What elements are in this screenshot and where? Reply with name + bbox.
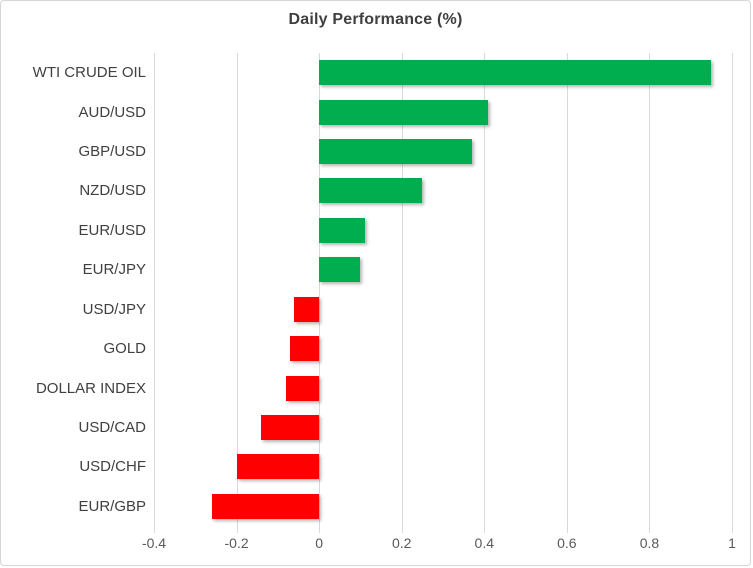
category-label-wti-crude-oil: WTI CRUDE OIL bbox=[32, 64, 146, 82]
gridline-0.6 bbox=[566, 53, 568, 526]
x-tick-label-0.4: 0.4 bbox=[474, 535, 495, 551]
category-label-nzd-usd: NZD/USD bbox=[79, 182, 146, 200]
category-label-gbp-usd: GBP/USD bbox=[78, 143, 146, 161]
bar-nzd-usd bbox=[319, 178, 423, 204]
bar-eur-usd bbox=[319, 217, 365, 243]
x-tick-label-1: 1 bbox=[728, 535, 736, 551]
chart-title: Daily Performance (%) bbox=[288, 11, 463, 28]
category-label-dollar-index: DOLLAR INDEX bbox=[35, 379, 146, 397]
bar-wti-crude-oil bbox=[319, 60, 712, 86]
category-label-eur-usd: EUR/USD bbox=[78, 221, 146, 239]
bar-gold bbox=[290, 336, 320, 362]
bar-eur-gbp bbox=[211, 493, 320, 519]
axis-tick bbox=[236, 526, 238, 533]
category-label-eur-jpy: EUR/JPY bbox=[82, 261, 146, 279]
gridline-0.4 bbox=[484, 53, 486, 526]
category-label-usd-jpy: USD/JPY bbox=[82, 300, 146, 318]
axis-tick bbox=[649, 526, 651, 533]
axis-tick bbox=[484, 526, 486, 533]
x-tick-label--0.2: -0.2 bbox=[224, 535, 249, 551]
category-axis: WTI CRUDE OIL AUD/USD GBP/USD NZD/USD EUR/US… bbox=[1, 53, 146, 526]
bar-dollar-index bbox=[286, 375, 320, 401]
axis-tick bbox=[154, 526, 155, 533]
category-label-eur-gbp: EUR/GBP bbox=[78, 497, 146, 515]
x-tick-label-0: 0 bbox=[315, 535, 324, 551]
bar-gbp-usd bbox=[319, 139, 472, 165]
bar-usd-jpy bbox=[294, 296, 320, 322]
gridline--0.2 bbox=[236, 53, 238, 526]
category-label-usd-cad: USD/CAD bbox=[78, 418, 146, 436]
axis-tick bbox=[732, 526, 733, 533]
bar-aud-usd bbox=[319, 99, 489, 125]
x-tick-label-0.6: 0.6 bbox=[557, 535, 577, 551]
category-label-aud-usd: AUD/USD bbox=[78, 103, 146, 121]
category-label-usd-chf: USD/CHF bbox=[79, 458, 146, 476]
plot-area bbox=[154, 53, 733, 533]
bar-usd-chf bbox=[236, 454, 320, 480]
x-tick-label--0.4: -0.4 bbox=[141, 535, 167, 551]
gridline-0.8 bbox=[649, 53, 651, 526]
gridline-0 bbox=[319, 53, 321, 526]
x-axis: -0.4 -0.2 0 0.2 0.4 0.6 0.8 1 bbox=[142, 535, 736, 555]
axis-tick bbox=[319, 526, 321, 533]
bar-eur-jpy bbox=[319, 257, 361, 283]
gridline--0.4 bbox=[154, 53, 155, 526]
x-tick-label-0.8: 0.8 bbox=[639, 535, 660, 551]
axis-tick bbox=[566, 526, 568, 533]
x-tick-label-0.2: 0.2 bbox=[391, 535, 412, 551]
gridline-1 bbox=[732, 53, 733, 526]
category-label-gold: GOLD bbox=[103, 340, 146, 358]
gridline-0.2 bbox=[401, 53, 403, 526]
bar-usd-cad bbox=[261, 414, 320, 440]
axis-tick bbox=[401, 526, 403, 533]
